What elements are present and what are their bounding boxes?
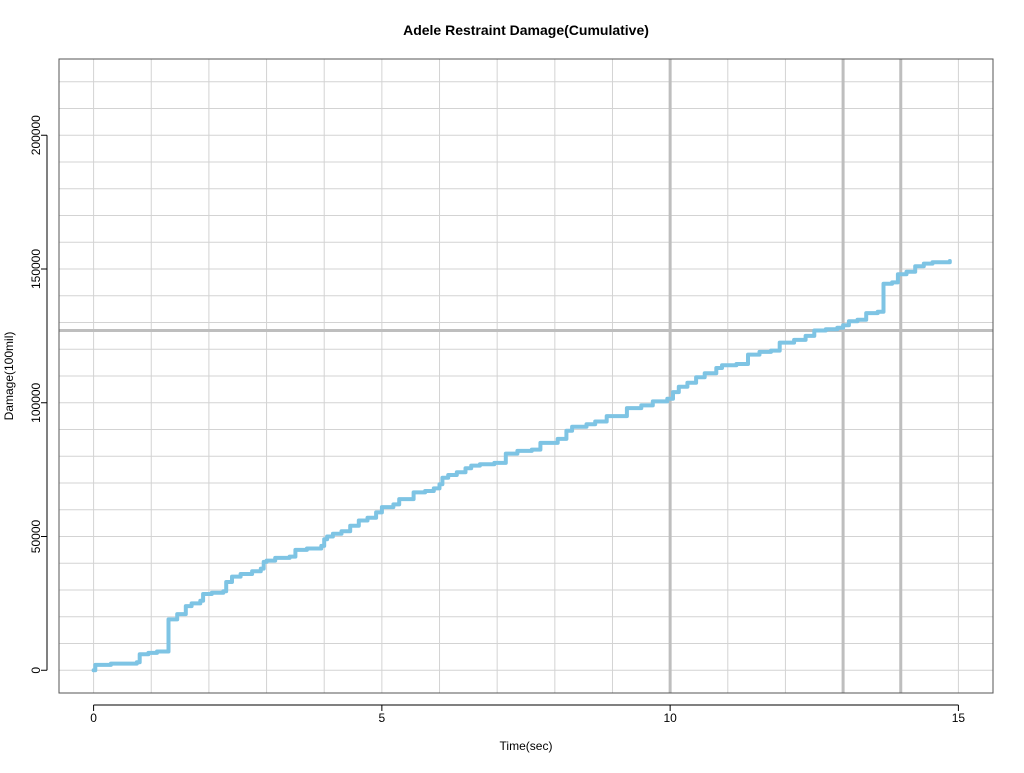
y-tick-label: 200000 <box>29 115 43 155</box>
chart-title: Adele Restraint Damage(Cumulative) <box>403 22 649 38</box>
y-tick-label: 0 <box>29 667 43 674</box>
y-tick-label: 150000 <box>29 249 43 289</box>
x-tick-label: 10 <box>663 711 677 725</box>
y-tick-label: 100000 <box>29 382 43 422</box>
grid-layer <box>59 59 993 693</box>
x-axis-label: Time(sec) <box>500 739 553 753</box>
x-tick-label: 5 <box>379 711 386 725</box>
axis-layer: 0 5 10 15 0 50000 100000 150000 200000 <box>29 115 965 725</box>
plot-frame <box>58 58 994 694</box>
x-tick-label: 0 <box>90 711 97 725</box>
series-layer <box>91 259 952 673</box>
y-tick-label: 50000 <box>29 519 43 553</box>
series-line <box>91 259 952 673</box>
y-axis-label: Damage(100mil) <box>2 332 16 421</box>
x-tick-label: 15 <box>952 711 966 725</box>
